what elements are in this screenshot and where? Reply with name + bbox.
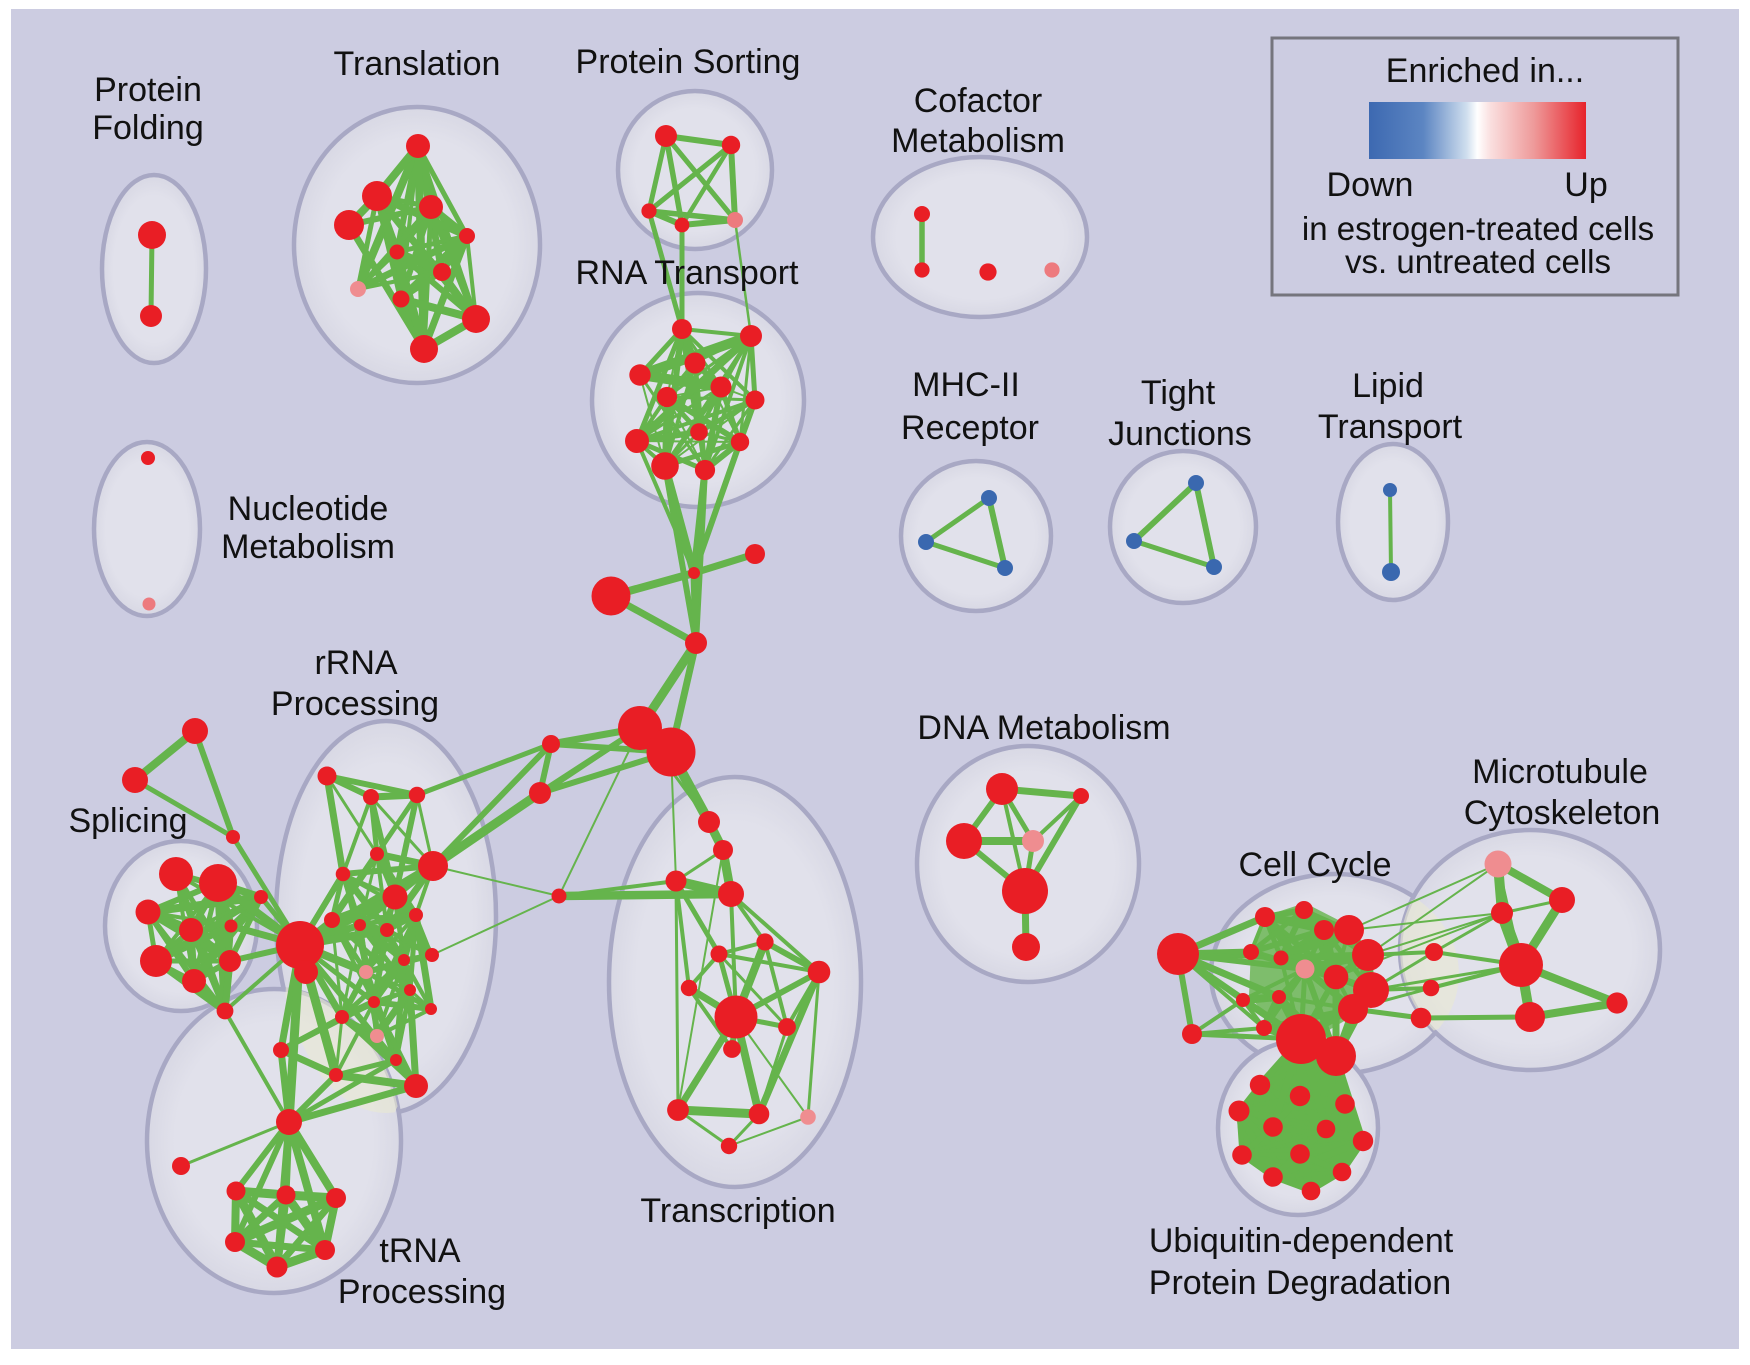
svg-text:Cofactor: Cofactor xyxy=(914,82,1043,120)
svg-text:Microtubule: Microtubule xyxy=(1472,753,1648,791)
svg-text:Splicing: Splicing xyxy=(68,802,187,840)
svg-text:RNA Transport: RNA Transport xyxy=(576,254,800,292)
svg-text:Cytoskeleton: Cytoskeleton xyxy=(1464,794,1661,832)
svg-text:Transport: Transport xyxy=(1318,408,1463,446)
svg-text:Lipid: Lipid xyxy=(1352,367,1424,405)
svg-text:Up: Up xyxy=(1564,166,1607,204)
svg-text:Down: Down xyxy=(1327,166,1414,204)
svg-text:Folding: Folding xyxy=(92,109,204,147)
svg-text:vs. untreated cells: vs. untreated cells xyxy=(1345,243,1611,280)
svg-text:DNA Metabolism: DNA Metabolism xyxy=(917,709,1170,747)
svg-text:Junctions: Junctions xyxy=(1108,415,1252,453)
svg-text:in estrogen-treated cells: in estrogen-treated cells xyxy=(1302,210,1654,247)
svg-text:Enriched in...: Enriched in... xyxy=(1386,52,1584,90)
svg-text:Processing: Processing xyxy=(338,1273,506,1311)
svg-text:Metabolism: Metabolism xyxy=(221,528,395,566)
svg-text:Transcription: Transcription xyxy=(640,1192,835,1230)
svg-text:MHC-II: MHC-II xyxy=(912,366,1020,404)
svg-text:rRNA: rRNA xyxy=(314,644,397,682)
svg-text:Nucleotide: Nucleotide xyxy=(228,490,389,528)
svg-text:Translation: Translation xyxy=(334,45,501,83)
svg-text:Cell Cycle: Cell Cycle xyxy=(1238,846,1391,884)
svg-text:Protein Degradation: Protein Degradation xyxy=(1149,1264,1451,1302)
svg-text:Metabolism: Metabolism xyxy=(891,122,1065,160)
svg-text:Tight: Tight xyxy=(1141,374,1216,412)
svg-text:Receptor: Receptor xyxy=(901,409,1039,447)
svg-text:Protein: Protein xyxy=(94,71,202,109)
svg-text:Processing: Processing xyxy=(271,685,439,723)
svg-text:tRNA: tRNA xyxy=(379,1232,461,1270)
svg-text:Protein Sorting: Protein Sorting xyxy=(576,43,801,81)
svg-text:Ubiquitin-dependent: Ubiquitin-dependent xyxy=(1149,1222,1454,1260)
